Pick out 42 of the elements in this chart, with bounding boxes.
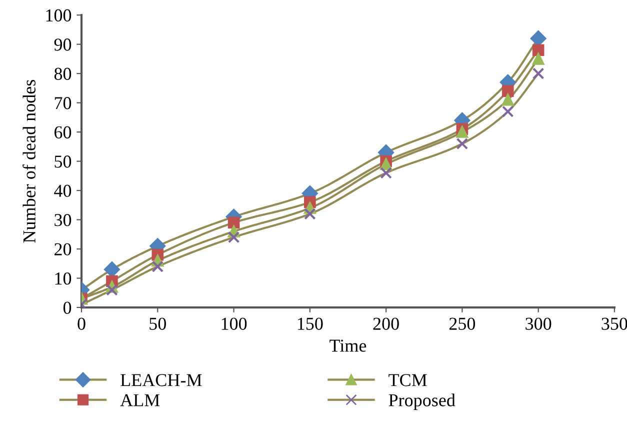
y-tick-label: 20 [54, 243, 72, 256]
point [228, 216, 240, 229]
y-tick-label: 50 [54, 156, 72, 168]
point [502, 85, 514, 97]
x-axis-title: Time [330, 340, 366, 352]
legend-label: ALM [120, 394, 160, 406]
point [532, 68, 544, 80]
x-tick-label: 50 [150, 318, 166, 330]
point [502, 94, 514, 106]
point [456, 138, 468, 150]
x-tick-label: 150 [298, 318, 323, 330]
point [380, 158, 392, 170]
point [380, 167, 392, 179]
x-tick-label: 0 [78, 318, 86, 330]
y-tick-label: 30 [54, 214, 72, 226]
point [532, 53, 544, 65]
y-tick-label: 90 [54, 38, 72, 51]
y-tick-label: 0 [63, 302, 72, 314]
point [104, 262, 120, 278]
x-tick-label: 200 [373, 318, 399, 330]
legend-label: TCM [388, 374, 427, 386]
point [530, 30, 546, 46]
y-tick-label: 70 [54, 97, 72, 110]
y-tick-label: 80 [54, 68, 72, 80]
y-tick-label: 40 [54, 184, 72, 197]
x-tick-label: 100 [222, 318, 247, 330]
point [152, 260, 164, 272]
legend-label: Proposed [388, 394, 456, 410]
legend-label: LEACH-M [120, 374, 202, 386]
x-tick-label: 250 [449, 318, 476, 330]
x-tick-label: 300 [526, 318, 552, 330]
point [532, 44, 544, 56]
point [106, 284, 118, 296]
y-tick-label: 60 [54, 126, 72, 138]
x-tick-label: 350 [602, 318, 627, 330]
point [456, 126, 468, 138]
y-axis-title: Number of dead nodes [22, 80, 36, 243]
point [304, 208, 316, 220]
y-tick-label: 100 [46, 9, 72, 22]
point [228, 231, 240, 244]
y-tick-label: 10 [55, 272, 72, 285]
point [502, 106, 514, 118]
